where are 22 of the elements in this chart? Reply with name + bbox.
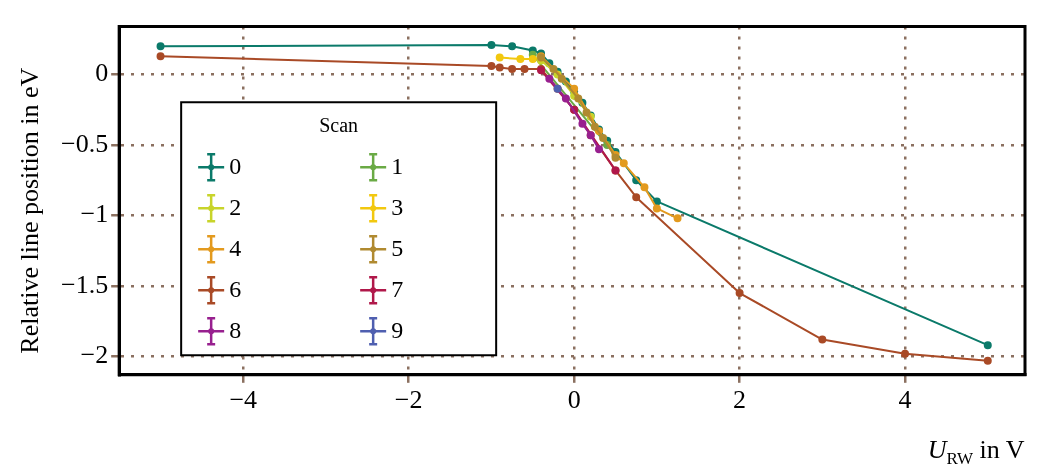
legend-label: 7 [391, 276, 404, 303]
legend-label: 8 [229, 317, 242, 344]
x-tick-label: 4 [898, 385, 912, 415]
x-tick-label: 2 [733, 385, 747, 415]
y-tick-label: −1 [80, 199, 109, 229]
y-axis-title: Relative line position in eV [15, 67, 44, 354]
legend-label: 6 [229, 276, 242, 303]
legend-title: Scan [319, 114, 359, 137]
x-tick-label: −4 [229, 385, 258, 415]
legend-label: 3 [391, 194, 404, 221]
y-tick-label: −2 [80, 340, 109, 370]
y-tick-label: 0 [95, 58, 109, 88]
legend-label: 5 [391, 235, 404, 262]
y-tick-label: −1.5 [60, 269, 109, 299]
y-tick-label: −0.5 [60, 128, 109, 158]
legend-label: 1 [391, 153, 404, 180]
legend-label: 0 [229, 153, 242, 180]
x-tick-label: −2 [394, 385, 423, 415]
legend-label: 4 [229, 235, 242, 262]
legend-label: 9 [391, 317, 404, 344]
legend-label: 2 [229, 194, 242, 221]
x-tick-label: 0 [567, 385, 581, 415]
